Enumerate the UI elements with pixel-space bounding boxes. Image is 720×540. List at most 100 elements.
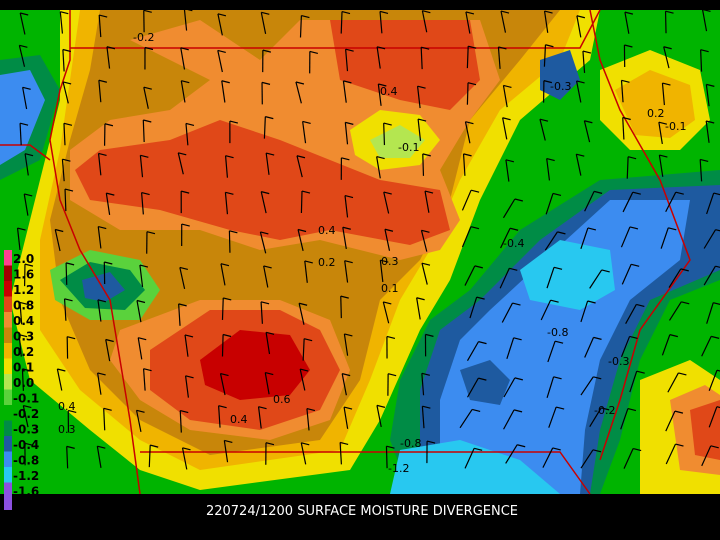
wind-barb-flag: [345, 48, 354, 52]
wind-barb-flag: [601, 407, 610, 411]
wind-barb: [180, 80, 186, 103]
legend-label: -0.2: [13, 407, 39, 421]
wind-barb: [180, 47, 186, 70]
wind-barb-flag: [98, 152, 107, 157]
wind-barb: [547, 340, 556, 363]
wind-barb: [139, 155, 144, 178]
contour-fills: [0, 10, 720, 494]
contour-label: 0.2: [647, 107, 665, 120]
wind-barb: [223, 440, 229, 463]
wind-barb-flag: [543, 80, 553, 84]
wind-barb: [499, 268, 510, 289]
wind-barb: [224, 155, 229, 178]
wind-barb: [260, 191, 267, 214]
wind-barb: [257, 406, 262, 429]
wind-barb-flag: [106, 192, 115, 196]
legend-swatch: [4, 281, 12, 297]
wind-barb-flag: [478, 341, 487, 345]
wind-barb-flag: [19, 44, 28, 48]
wind-barb: [700, 49, 703, 72]
wind-barb-flag: [421, 372, 430, 376]
wind-barb: [501, 302, 514, 323]
wind-barb-flag: [185, 375, 194, 379]
wind-barb: [424, 190, 430, 213]
wind-barb-flag: [309, 50, 319, 54]
wind-barb-flag: [629, 226, 639, 230]
wind-barb: [416, 86, 421, 109]
wind-barb-flag: [306, 407, 316, 412]
wind-barb-flag: [296, 155, 306, 159]
wind-barb: [217, 13, 223, 36]
wind-barb-flag: [681, 301, 690, 305]
wind-barb-flag: [24, 153, 34, 157]
wind-barb-flag: [261, 81, 271, 85]
wind-barb: [465, 11, 471, 34]
wind-barb: [497, 46, 501, 69]
wind-barb: [54, 229, 61, 252]
wind-barb: [22, 87, 28, 110]
wind-barb: [421, 373, 425, 396]
wind-barb-flag: [106, 46, 116, 50]
wind-barb: [341, 373, 347, 396]
contour-label: -0.3: [550, 80, 571, 93]
wind-barb-flag: [662, 82, 671, 86]
wind-barb: [23, 193, 29, 216]
state-borders: [0, 9, 691, 495]
wind-barb: [417, 119, 422, 142]
wind-barb: [503, 377, 516, 398]
wind-barb-flag: [103, 407, 112, 411]
wind-barb-flag: [181, 223, 190, 227]
wind-barb: [299, 368, 306, 391]
wind-barb-flag: [417, 118, 427, 122]
wind-barb-flag: [220, 372, 229, 377]
wind-barb-flag: [593, 376, 602, 380]
wind-barb: [62, 49, 65, 72]
legend-swatch: [4, 296, 12, 312]
wind-barb-flag: [629, 335, 638, 339]
wind-barb: [665, 410, 676, 432]
wind-barb-flag: [339, 441, 349, 445]
wind-barb-flag: [178, 303, 187, 307]
wind-barb-flag: [556, 406, 565, 410]
wind-barb: [703, 265, 716, 286]
wind-barb: [505, 444, 518, 464]
wind-barb-flag: [383, 191, 392, 195]
wind-barb: [19, 123, 22, 146]
wind-barb: [626, 156, 629, 179]
contour-label: -0.2: [133, 31, 154, 44]
wind-barb-flag: [63, 122, 73, 126]
wind-barb-flag: [700, 49, 709, 53]
wind-barb: [502, 85, 508, 108]
contour-label: 0.3: [381, 255, 399, 268]
wind-barb: [658, 122, 663, 145]
wind-barb: [260, 301, 263, 324]
wind-barb: [625, 304, 637, 324]
wind-barb: [177, 152, 184, 175]
wind-barb: [306, 408, 310, 431]
wind-barb: [466, 82, 469, 105]
wind-barb: [135, 410, 142, 432]
wind-barb-flag: [422, 153, 431, 157]
wind-barb-flag: [265, 116, 274, 120]
wind-barb-flag: [261, 11, 270, 15]
wind-barb: [65, 262, 68, 285]
wind-barb-flag: [222, 333, 232, 338]
wind-barb-flag: [22, 86, 31, 90]
wind-barb-flag: [178, 152, 187, 156]
wind-barb-flag: [512, 302, 521, 306]
contour-label: -0.1: [398, 141, 419, 154]
wind-barb-flag: [514, 198, 524, 202]
wind-barb: [265, 332, 271, 355]
wind-barb: [500, 10, 507, 33]
legend-swatch: [4, 312, 12, 328]
wind-barb-flag: [68, 409, 77, 414]
wind-barb-flag: [678, 372, 687, 376]
contour-label: -0.8: [400, 437, 421, 450]
wind-barb-flag: [425, 333, 434, 337]
wind-barb-flag: [64, 298, 73, 302]
wind-barb: [217, 50, 223, 73]
wind-barb-flag: [426, 440, 436, 444]
wind-barb-flag: [470, 189, 480, 193]
legend-label: -0.8: [13, 453, 39, 467]
wind-barb-flag: [627, 407, 637, 412]
